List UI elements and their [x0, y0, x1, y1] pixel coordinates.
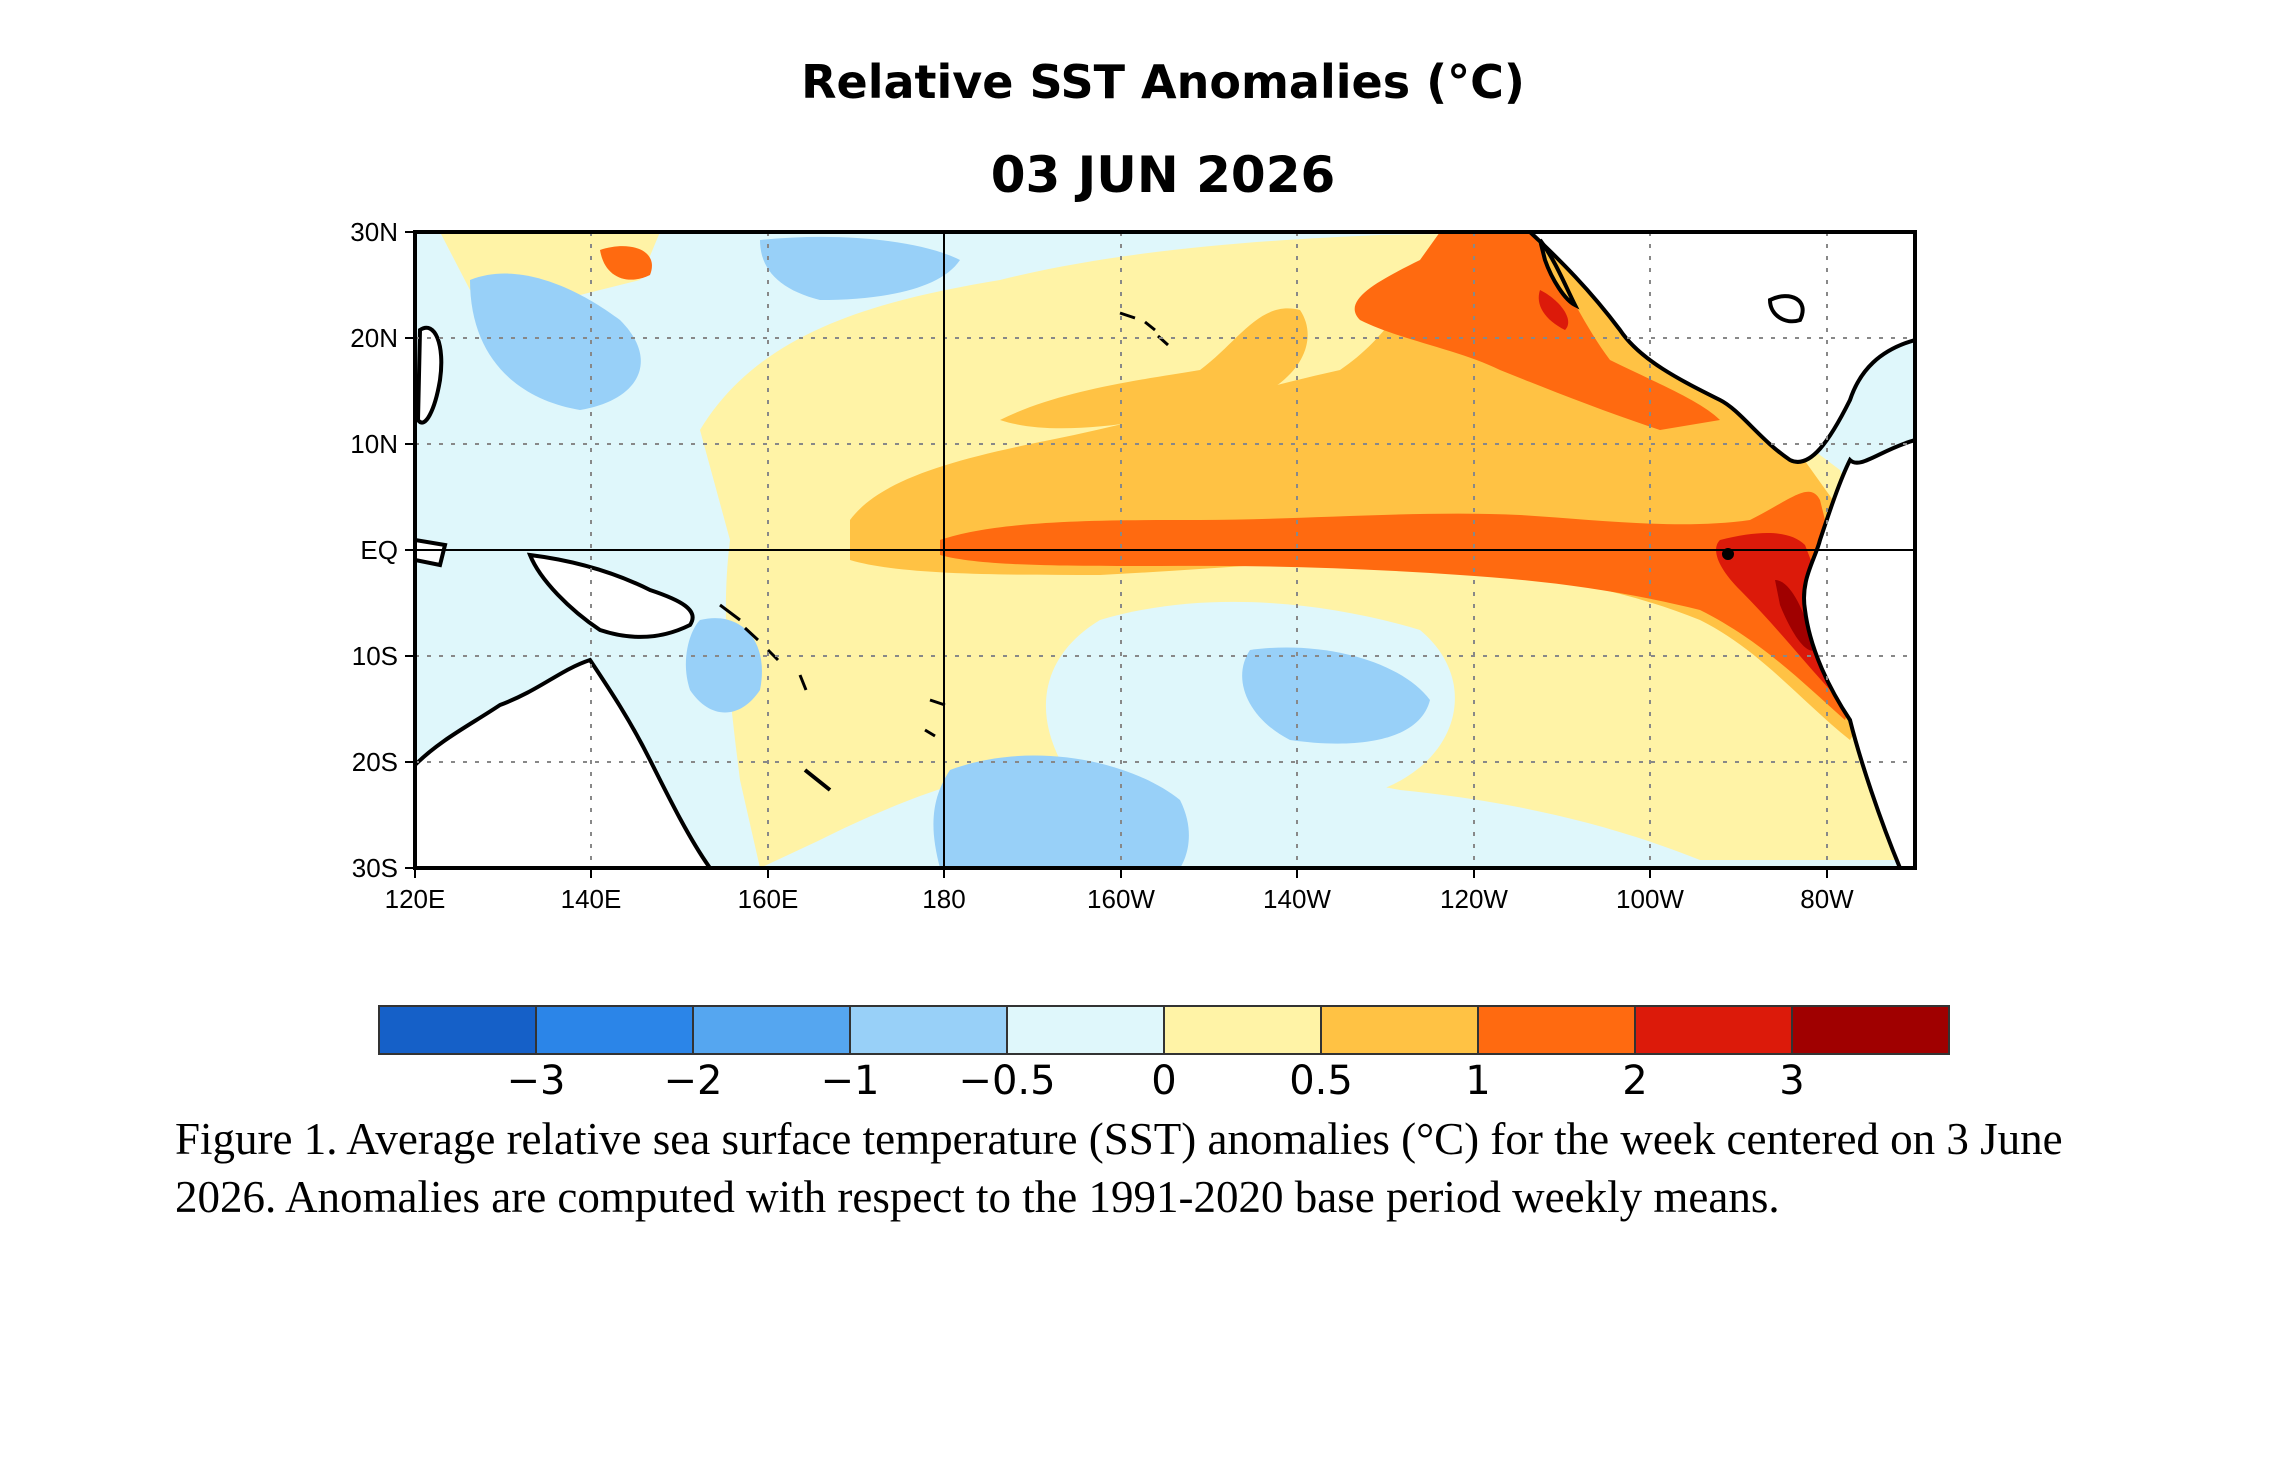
anomaly-region-orange-2 — [1000, 308, 1308, 429]
lon-label: 140W — [1263, 884, 1331, 914]
land-masses — [415, 232, 1915, 868]
land-australia — [415, 657, 713, 868]
lat-label: 10S — [352, 641, 398, 671]
colorbar-bin — [1634, 1005, 1793, 1055]
colorbar-bin — [692, 1005, 851, 1055]
lat-axis: 30N 20N 10N EQ 10S 20S 30S — [350, 217, 415, 883]
colorbar-bin — [378, 1005, 537, 1055]
lon-label: 120E — [385, 884, 446, 914]
anomaly-region-blue-north — [760, 236, 960, 300]
anomaly-region-blue-south — [1242, 647, 1430, 744]
lon-axis: 120E 140E 160E 180 160W 140W 120W 100W 8… — [385, 868, 1854, 914]
map-title: Relative SST Anomalies (°C) — [801, 55, 1525, 109]
lat-label: 20N — [350, 323, 398, 353]
lat-label: 20S — [352, 747, 398, 777]
colorbar-label: −2 — [664, 1058, 723, 1104]
colorbar-label: 1 — [1465, 1058, 1490, 1104]
anomaly-region-orange — [850, 232, 1880, 740]
colorbar-label: 0 — [1151, 1058, 1176, 1104]
anomaly-region-blue-southwest — [933, 755, 1189, 868]
colorbar-bin — [849, 1005, 1008, 1055]
lon-label: 180 — [922, 884, 965, 914]
map-gridlines — [415, 232, 1915, 868]
map-panel — [415, 232, 1915, 868]
land-solomon-islands — [719, 603, 780, 662]
lon-label: 100W — [1616, 884, 1684, 914]
colorbar-label: 3 — [1779, 1058, 1804, 1104]
anomaly-region-dark-orange-north — [1354, 232, 1720, 430]
lon-label: 80W — [1800, 884, 1854, 914]
lat-label: 10N — [350, 429, 398, 459]
colorbar-label: 2 — [1622, 1058, 1647, 1104]
colorbar-bin — [1791, 1005, 1950, 1055]
lon-label: 160E — [738, 884, 799, 914]
land-baja — [1538, 238, 1580, 310]
land-yucatan — [1767, 294, 1805, 324]
colorbar-bin — [1163, 1005, 1322, 1055]
land-philippines — [415, 325, 444, 425]
land-galapagos — [1722, 548, 1734, 560]
lon-label: 140E — [561, 884, 622, 914]
land-north-america — [1527, 232, 1915, 464]
colorbar: −3 −2 −1 −0.5 0 0.5 1 2 3 — [378, 1005, 1950, 1104]
anomaly-region-red-north — [1538, 290, 1569, 330]
colorbar-bin — [1477, 1005, 1636, 1055]
lat-label: 30N — [350, 217, 398, 247]
anomaly-region-darkred — [1775, 580, 1815, 651]
colorbar-label: −3 — [507, 1058, 566, 1104]
colorbar-bin — [1006, 1005, 1165, 1055]
figure-caption: Figure 1. Average relative sea surface t… — [175, 1114, 2063, 1222]
colorbar-label: 0.5 — [1289, 1058, 1353, 1104]
colorbar-label: −0.5 — [958, 1058, 1055, 1104]
colorbar-bin — [535, 1005, 694, 1055]
lon-label: 160W — [1087, 884, 1155, 914]
anomaly-region-dark-orange-nw — [600, 246, 652, 280]
anomaly-region-blue-coral-sea — [685, 618, 762, 713]
colorbar-label: −1 — [821, 1058, 880, 1104]
anomaly-region-blue-west-pacific — [470, 273, 641, 410]
colorbar-bin — [1320, 1005, 1479, 1055]
anomaly-region-dark-orange — [940, 491, 1860, 720]
land-new-guinea — [526, 552, 695, 639]
lat-label: EQ — [360, 535, 398, 565]
land-new-caledonia — [803, 768, 832, 792]
map-date: 03 JUN 2026 — [991, 146, 1336, 204]
lon-label: 120W — [1440, 884, 1508, 914]
land-vanuatu — [798, 674, 808, 691]
land-fiji — [924, 698, 946, 738]
land-borneo-fragment — [415, 537, 448, 568]
lat-label: 30S — [352, 853, 398, 883]
